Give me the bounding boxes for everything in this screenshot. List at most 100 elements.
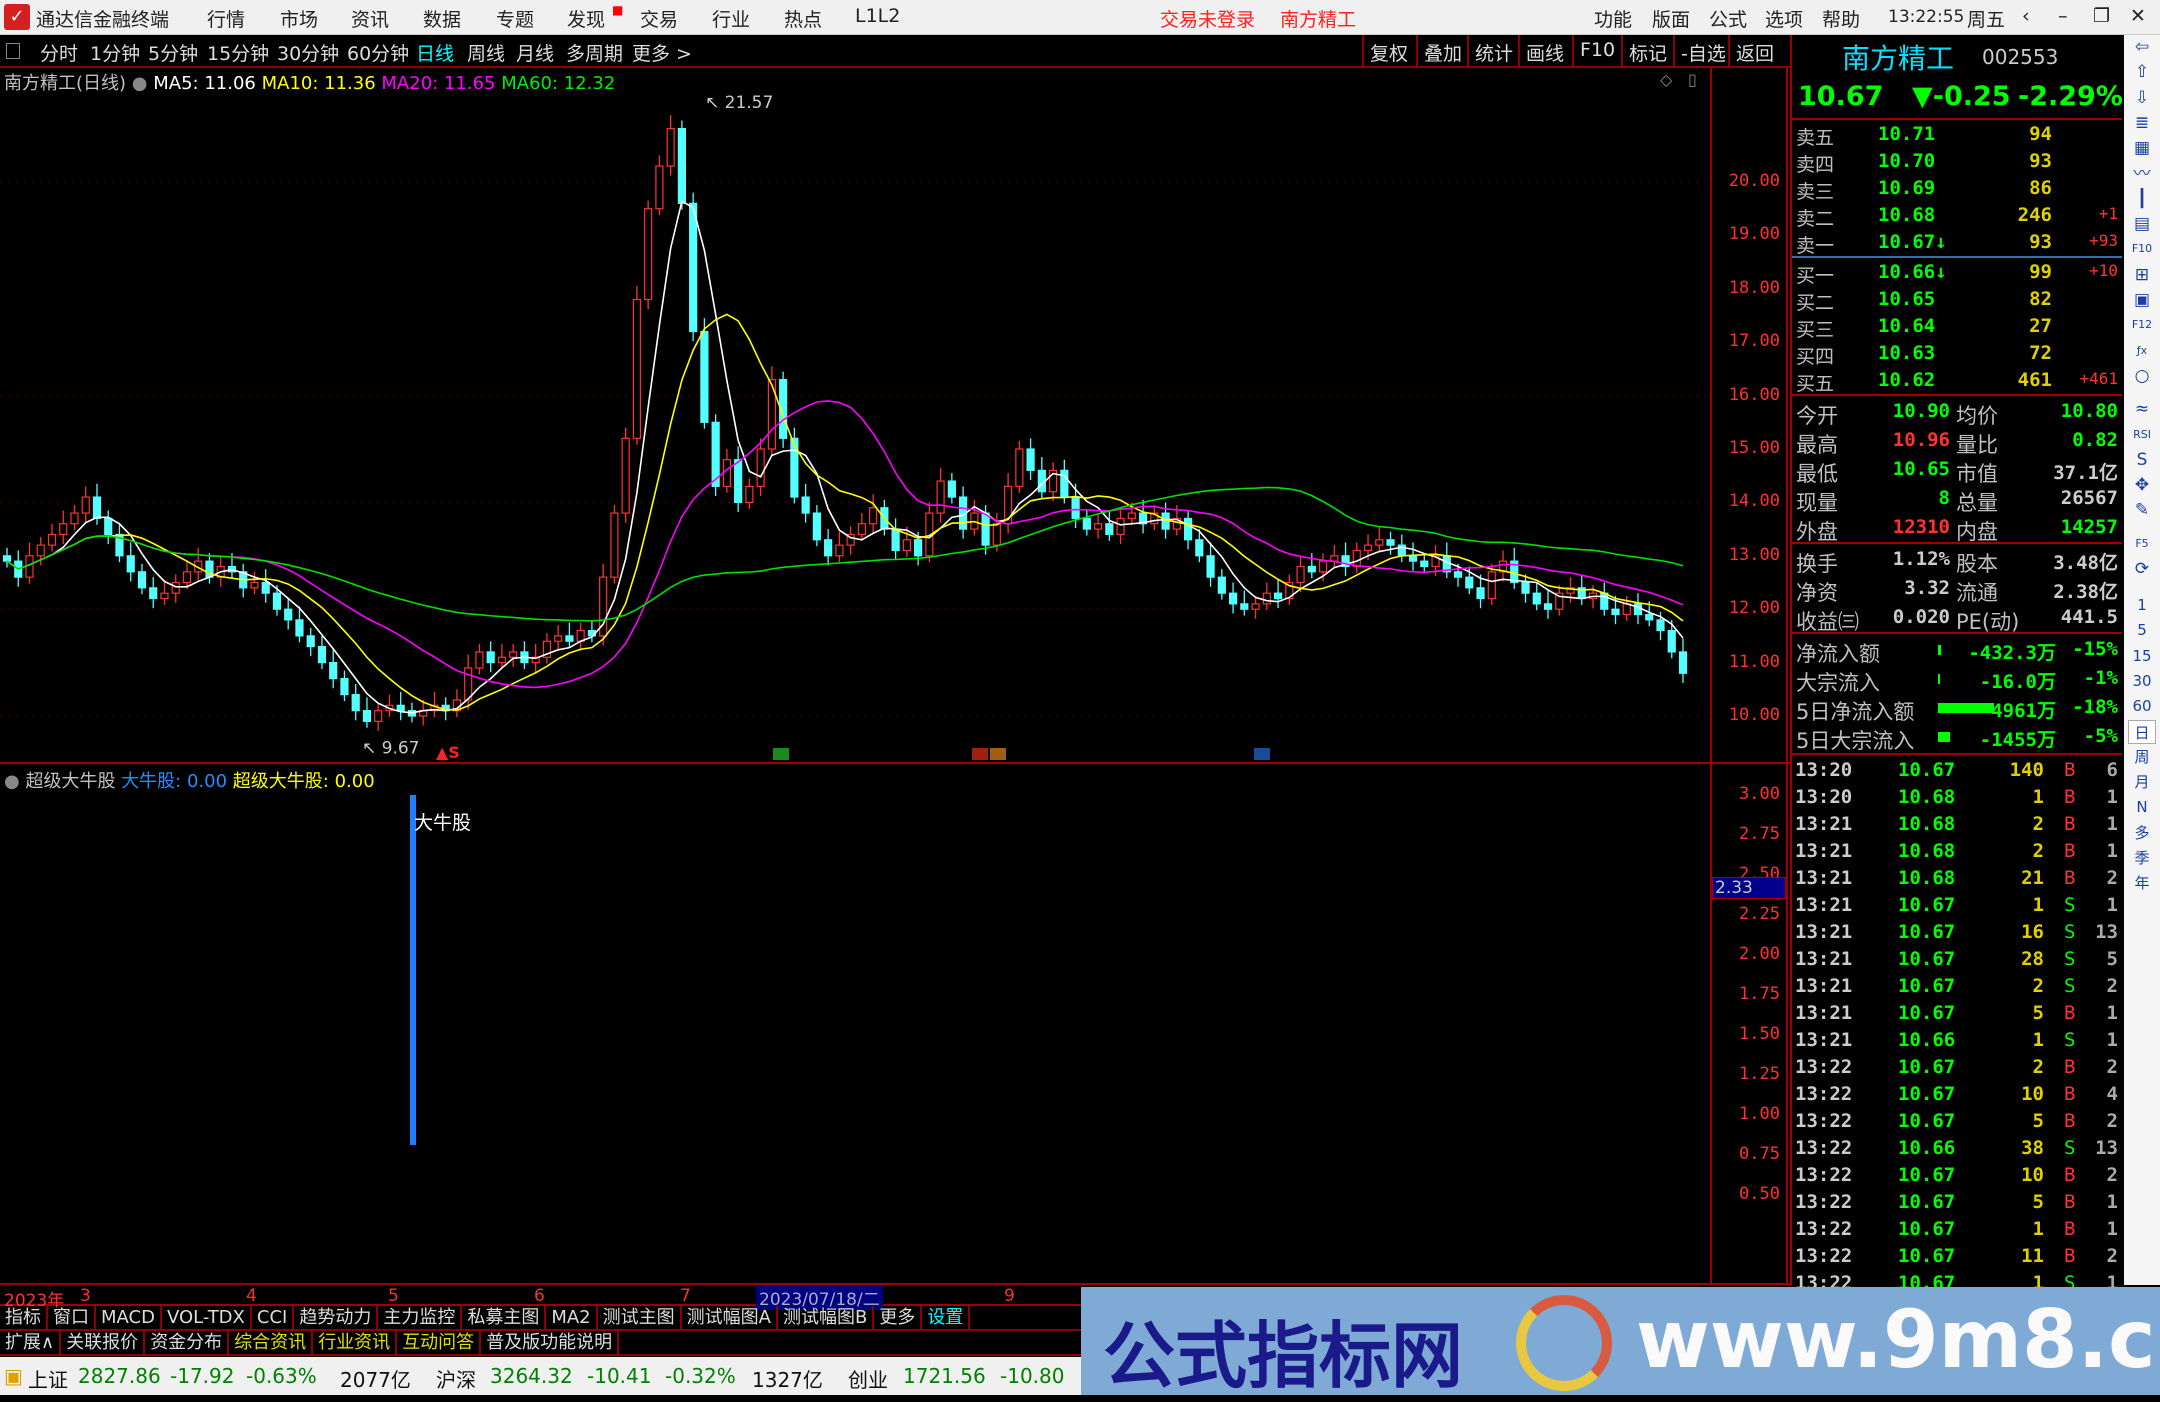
panel-toggle-icon[interactable] [6,43,20,59]
menu-hangqing[interactable]: 行情 [207,9,246,31]
fund-flow-row[interactable]: 大宗流入 -16.0万 -1% [1792,665,2122,695]
refresh-icon[interactable]: ⟳ [2134,559,2150,579]
period-9[interactable]: 多周期 [566,43,624,65]
indicator-tab-0[interactable]: 指标 [0,1306,48,1329]
extension-tab-2[interactable]: 资金分布 [145,1331,230,1354]
wave-icon[interactable]: ≈ [2134,399,2150,420]
indicator-tab-5[interactable]: 趋势动力 [294,1306,379,1329]
trade-tick-row[interactable]: 13:22 10.67 5 B 1 [1792,1189,2122,1216]
ask-level[interactable]: 卖一 10.67↓ 93 +93 [1792,229,2122,257]
hs-name[interactable]: 沪深 [436,1368,476,1392]
period-10[interactable]: 更多 > [632,43,692,65]
trade-tick-row[interactable]: 13:20 10.67 140 B 6 [1792,757,2122,784]
move-icon[interactable]: ✥ [2134,475,2150,496]
indicator-tab-7[interactable]: 私募主图 [462,1306,547,1329]
indicator-tab-1[interactable]: 窗口 [48,1306,96,1329]
menu-jiaoyi[interactable]: 交易 [640,9,679,31]
extension-tab-4[interactable]: 行业资讯 [313,1331,398,1354]
f5-icon[interactable]: F5 [2135,536,2149,550]
stat-row[interactable]: 外盘 12310 内盘 14257 [1792,514,2122,544]
indicator-tab-6[interactable]: 主力监控 [378,1306,463,1329]
period-6[interactable]: 日线 [416,43,455,65]
bid-level[interactable]: 买四 10.63 72 [1792,340,2122,368]
trade-tick-row[interactable]: 13:22 10.67 11 B 2 [1792,1243,2122,1270]
trade-tick-row[interactable]: 13:21 10.68 2 B 1 [1792,838,2122,865]
toolbar-button-7[interactable]: 返回 [1728,35,1780,68]
indicator-tab-11[interactable]: 测试幅图B [778,1306,875,1329]
trade-tick-row[interactable]: 13:21 10.68 2 B 1 [1792,811,2122,838]
dropdown-icon[interactable]: ● [131,73,148,94]
close-icon[interactable]: ✕ [2130,5,2146,27]
side-period-9[interactable]: 多 [2134,823,2150,842]
period-4[interactable]: 30分钟 [277,43,340,65]
side-period-0[interactable]: 1 [2137,596,2147,614]
side-period-1[interactable]: 5 [2137,621,2147,640]
sh-name[interactable]: 上证 [28,1368,68,1392]
login-status[interactable]: 交易未登录 [1160,9,1256,31]
side-period-4[interactable]: 60 [2132,697,2152,716]
trade-tick-row[interactable]: 13:22 10.67 10 B 2 [1792,1162,2122,1189]
trade-tick-row[interactable]: 13:21 10.67 28 S 5 [1792,946,2122,973]
period-8[interactable]: 月线 [516,43,555,65]
trade-tick-row[interactable]: 13:22 10.67 5 B 2 [1792,1108,2122,1135]
toolbar-button-4[interactable]: F10 [1572,35,1621,68]
menu-l1l2[interactable]: L1L2 [855,5,901,27]
menu-bangzhu[interactable]: 帮助 [1822,9,1861,31]
toolbar-button-3[interactable]: 画线 [1518,35,1570,68]
menu-banmian[interactable]: 版面 [1652,9,1691,31]
down-arrow-icon[interactable]: ⇩ [2134,87,2150,108]
trade-tick-row[interactable]: 13:22 10.67 10 B 4 [1792,1081,2122,1108]
info-icon[interactable]: ▣ [2133,290,2151,310]
indicator-tab-2[interactable]: MACD [96,1306,162,1329]
period-5[interactable]: 60分钟 [347,43,410,65]
toolbar-button-5[interactable]: 标记 [1621,35,1673,68]
stat-row[interactable]: 现量 8 总量 26567 [1792,485,2122,515]
formula-icon[interactable]: ƒx [2136,343,2148,357]
stat-row[interactable]: 今开 10.90 均价 10.80 [1792,398,2122,428]
period-1[interactable]: 1分钟 [90,43,141,65]
period-7[interactable]: 周线 [467,43,506,65]
indicator-tab-3[interactable]: VOL-TDX [162,1306,252,1329]
bid-level[interactable]: 买二 10.65 82 [1792,286,2122,314]
stat-row[interactable]: 收益㈢ 0.020 PE(动) 441.5 [1792,604,2122,634]
line-chart-icon[interactable]: 〰 [2133,163,2151,184]
index-icon[interactable]: ▣ [4,1364,23,1388]
menu-zixun[interactable]: 资讯 [351,9,390,31]
trade-tick-row[interactable]: 13:22 10.67 1 B 1 [1792,1216,2122,1243]
indicator-tab-4[interactable]: CCI [252,1306,295,1329]
side-period-8[interactable]: N [2136,798,2148,817]
extension-tab-1[interactable]: 关联报价 [61,1331,146,1354]
stat-row[interactable]: 最高 10.96 量比 0.82 [1792,427,2122,457]
rsi-icon[interactable]: RSI [2133,427,2151,441]
menu-gongneng[interactable]: 功能 [1594,9,1633,31]
bid-level[interactable]: 买三 10.64 27 [1792,313,2122,341]
bid-level[interactable]: 买五 10.62 461 +461 [1792,367,2122,395]
ask-level[interactable]: 卖三 10.69 86 [1792,175,2122,203]
left-arrow-icon[interactable]: ⇦ [2134,37,2150,57]
fund-flow-row[interactable]: 5日大宗流入 -1455万 -5% [1792,723,2122,753]
stat-row[interactable]: 净资 3.32 流通 2.38亿 [1792,575,2122,605]
menu-shichang[interactable]: 市场 [280,9,319,31]
toolbar-button-0[interactable]: 复权 [1362,35,1414,68]
ask-level[interactable]: 卖五 10.71 94 [1792,121,2122,149]
fund-flow-row[interactable]: 净流入额 -432.3万 -15% [1792,636,2122,666]
circle-icon[interactable]: ○ [2134,365,2150,386]
stat-row[interactable]: 最低 10.65 市值 37.1亿 [1792,456,2122,486]
restore-icon[interactable]: ❐ [2093,5,2111,27]
trade-tick-row[interactable]: 13:21 10.67 5 B 1 [1792,1000,2122,1027]
extension-tab-0[interactable]: 扩展∧ [0,1331,62,1354]
candle-chart-icon[interactable]: ┃ [2136,188,2148,209]
trade-tick-row[interactable]: 13:22 10.67 2 B 2 [1792,1054,2122,1081]
price-chart[interactable]: ↖ 21.57 ↖ 9.67 ▲S [0,92,1710,762]
trade-tick-row[interactable]: 13:21 10.67 16 S 13 [1792,919,2122,946]
menu-redian[interactable]: 热点 [784,9,823,31]
period-0[interactable]: 分时 [40,43,79,65]
ask-level[interactable]: 卖二 10.68 246 +1 [1792,202,2122,230]
diamond-icon[interactable]: ◇ [1660,70,1673,89]
side-period-11[interactable]: 年 [2134,874,2150,893]
trade-tick-row[interactable]: 13:21 10.66 1 S 1 [1792,1027,2122,1054]
menu-gongshi[interactable]: 公式 [1709,9,1748,31]
indicator-tab-9[interactable]: 测试主图 [598,1306,682,1329]
side-period-2[interactable]: 15 [2132,646,2152,665]
s-logo-icon[interactable]: S [2136,449,2148,470]
